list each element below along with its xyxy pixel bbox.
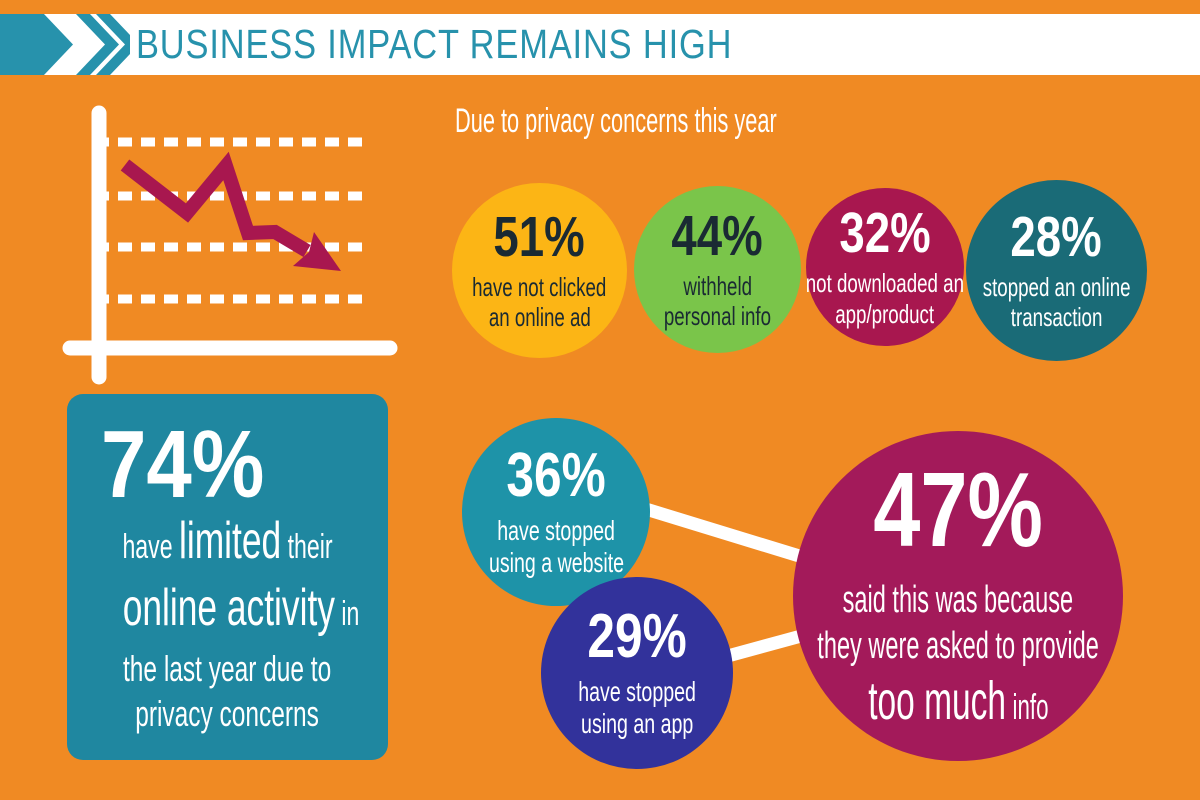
stat-label: have stopped <box>497 514 615 546</box>
page-title: BUSINESS IMPACT REMAINS HIGH <box>136 21 733 67</box>
stat-value: 28% <box>1010 204 1103 269</box>
stat-label: using an app <box>580 708 694 739</box>
stat-circle-32: 32% not downloaded an app/product <box>806 188 964 346</box>
section-subtitle: Due to privacy concerns this year <box>455 102 777 140</box>
stat-value: 44% <box>671 203 764 268</box>
header-band <box>0 14 1200 75</box>
stat-label: stopped an online <box>982 271 1131 302</box>
declining-trend-chart-icon <box>62 105 398 385</box>
highlight-line: privacy concerns <box>135 693 320 735</box>
stat-circle-28: 28% stopped an online transaction <box>966 180 1147 361</box>
stat-circle-47: 47% said this was because they were aske… <box>793 431 1123 761</box>
stat-label: app/product <box>835 298 935 329</box>
stat-value: 29% <box>587 601 687 671</box>
stat-value: 36% <box>506 440 606 510</box>
stat-value: 47% <box>873 450 1043 569</box>
stat-value: 51% <box>493 204 586 269</box>
stat-value: 74% <box>101 411 265 518</box>
stat-label: an online ad <box>488 302 591 332</box>
highlight-box-74: 74% have limited their online activity i… <box>67 394 388 760</box>
stat-value: 32% <box>839 201 931 266</box>
stat-circle-44: 44% withheld personal info <box>634 186 801 353</box>
stat-circle-51: 51% have not clicked an online ad <box>452 183 627 358</box>
stat-circle-29: 29% have stopped using an app <box>541 577 733 769</box>
stat-label: personal info <box>663 301 772 331</box>
stat-label: withheld <box>683 270 752 301</box>
highlight-line: online activity in <box>122 579 360 638</box>
stat-label: not downloaded an <box>805 268 965 299</box>
stat-circle-36: 36% have stopped using a website <box>462 418 650 606</box>
stat-label: using a website <box>488 547 624 578</box>
stat-label: they were asked to provide <box>817 625 1099 668</box>
stat-label: have not clicked <box>472 271 607 302</box>
stat-label: transaction <box>1010 302 1103 332</box>
stat-label: said this was because <box>842 578 1074 621</box>
arrowhead-icon <box>293 232 341 271</box>
highlight-line: have limited their <box>122 512 333 571</box>
chevron-right-icon <box>0 14 130 75</box>
stat-label: too much info <box>867 671 1049 732</box>
highlight-line: the last year due to <box>123 648 332 690</box>
stat-label: have stopped <box>578 675 696 707</box>
